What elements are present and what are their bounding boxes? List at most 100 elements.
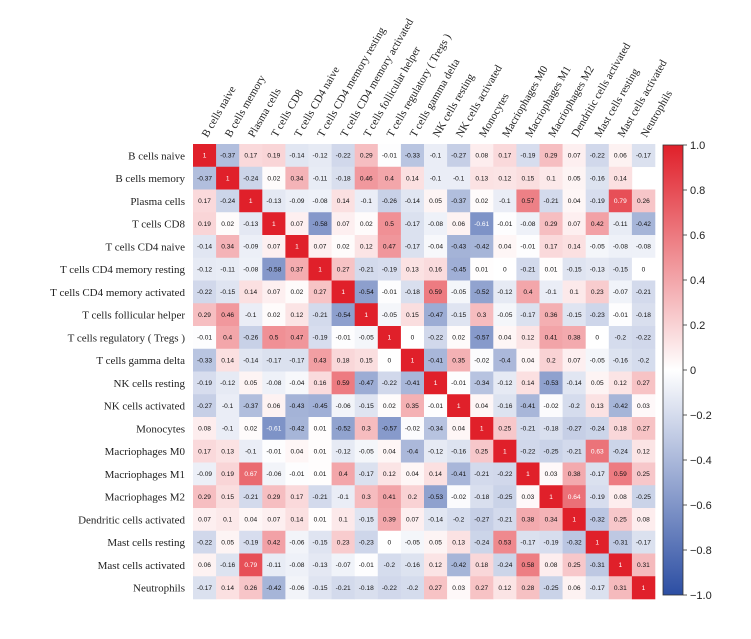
heatmap-cell — [285, 280, 309, 304]
cell-value-label: 0.12 — [429, 562, 442, 569]
heatmap-cell — [516, 439, 540, 463]
heatmap-cell — [239, 553, 263, 577]
heatmap-cell — [331, 144, 355, 168]
heatmap-cell — [354, 144, 379, 168]
heatmap-cell — [539, 144, 563, 168]
cell-value-label: 0.07 — [267, 289, 280, 296]
cell-value-label: -0.22 — [497, 471, 512, 478]
heatmap-cell — [354, 348, 379, 372]
heatmap-cell — [447, 235, 471, 259]
cell-value-label: 0.1 — [570, 289, 579, 296]
heatmap-cell — [447, 166, 471, 190]
cell-value-label: -0.14 — [428, 517, 443, 524]
heatmap-cell — [216, 417, 240, 441]
heatmap-cell — [470, 417, 494, 441]
heatmap-cell — [331, 257, 355, 281]
heatmap-cell — [447, 348, 471, 372]
cell-value-label: 0.14 — [244, 289, 257, 296]
cell-value-label: -0.41 — [520, 403, 535, 410]
cell-value-label: -0.2 — [638, 357, 650, 364]
cell-value-label: -0.05 — [590, 244, 605, 251]
cell-value-label: 0.47 — [383, 244, 396, 251]
heatmap-cell — [193, 530, 217, 554]
cell-value-label: -0.24 — [220, 198, 235, 205]
cell-value-label: 0.07 — [337, 221, 350, 228]
cell-value-label: -0.12 — [220, 380, 235, 387]
heatmap-cell — [493, 257, 517, 281]
cell-value-label: -0.01 — [613, 312, 628, 319]
cell-value-label: -0.1 — [222, 403, 234, 410]
cell-value-label: 0.03 — [522, 494, 535, 501]
cell-value-label: -0.45 — [451, 266, 466, 273]
row-label: Macriophages M1 — [105, 469, 185, 481]
colorbar-gradient — [662, 144, 684, 596]
heatmap-cell — [193, 144, 217, 168]
heatmap-cell — [262, 508, 286, 532]
cell-value-label: -0.18 — [405, 289, 420, 296]
cell-value-label: -0.18 — [474, 494, 489, 501]
heatmap-cell — [424, 576, 448, 600]
cell-value-label: 0.63 — [591, 448, 604, 455]
colorbar-tick-label: 1.0 — [690, 140, 705, 152]
cell-value-label: 0.12 — [614, 380, 627, 387]
heatmap-cell — [516, 508, 540, 532]
heatmap-cell — [424, 189, 448, 213]
cell-value-label: -0.21 — [313, 494, 328, 501]
heatmap-cell — [239, 439, 263, 463]
row-label: Neutrophils — [133, 583, 185, 595]
cell-value-label: -0.05 — [359, 335, 374, 342]
cell-value-label: 0.37 — [291, 266, 304, 273]
heatmap-cell — [585, 212, 610, 236]
heatmap-cell — [424, 280, 448, 304]
heatmap-cell — [447, 530, 471, 554]
heatmap-cell — [516, 530, 540, 554]
heatmap-cell — [493, 280, 517, 304]
heatmap-cell — [193, 485, 217, 509]
cell-value-label: 0.12 — [637, 448, 650, 455]
cell-value-label: -0.13 — [590, 266, 605, 273]
cell-value-label: -0.21 — [359, 266, 374, 273]
cell-value-label: -0.4 — [499, 357, 511, 364]
heatmap-cell — [493, 439, 517, 463]
heatmap-cell — [447, 326, 471, 350]
heatmap-cell — [285, 394, 309, 418]
cell-value-label: 0.02 — [475, 198, 488, 205]
row-label: Macriophages M2 — [105, 492, 185, 504]
heatmap-cell — [562, 326, 586, 350]
cell-value-label: 0.79 — [614, 198, 627, 205]
heatmap-cell — [539, 326, 563, 350]
heatmap-cell — [308, 257, 332, 281]
cell-value-label: 0.01 — [314, 517, 327, 524]
heatmap-cell — [239, 348, 263, 372]
cell-value-label: -0.15 — [313, 585, 328, 592]
heatmap-cell — [308, 348, 332, 372]
cell-value-label: -0.08 — [613, 244, 628, 251]
cell-value-label: -0.01 — [497, 221, 512, 228]
heatmap-cell — [400, 144, 425, 168]
cell-value-label: 1 — [388, 335, 392, 342]
cell-value-label: 0.34 — [291, 175, 304, 182]
cell-value-label: -0.16 — [497, 403, 512, 410]
heatmap-cell — [470, 508, 494, 532]
heatmap-cell — [585, 257, 610, 281]
cell-value-label: 0.34 — [221, 244, 234, 251]
heatmap-cell — [377, 144, 402, 168]
heatmap-cell — [285, 576, 309, 600]
heatmap-cell — [216, 462, 240, 486]
row-label: T cells follicular helper — [82, 310, 185, 322]
heatmap-cell — [193, 212, 217, 236]
cell-value-label: 0.14 — [522, 380, 535, 387]
heatmap-cell — [631, 576, 656, 600]
cell-value-label: 0.14 — [406, 175, 419, 182]
heatmap-cell — [354, 485, 379, 509]
cell-value-label: -0.08 — [243, 266, 258, 273]
heatmap-cell — [308, 235, 332, 259]
heatmap-cell — [631, 394, 656, 418]
cell-value-label: 0.38 — [522, 517, 535, 524]
cell-value-label: -0.47 — [359, 380, 374, 387]
cell-value-label: -0.1 — [545, 289, 557, 296]
cell-value-label: -0.17 — [636, 539, 651, 546]
cell-value-label: -0.52 — [336, 426, 351, 433]
cell-value-label: 0.2 — [408, 494, 417, 501]
cell-value-label: -0.34 — [474, 380, 489, 387]
